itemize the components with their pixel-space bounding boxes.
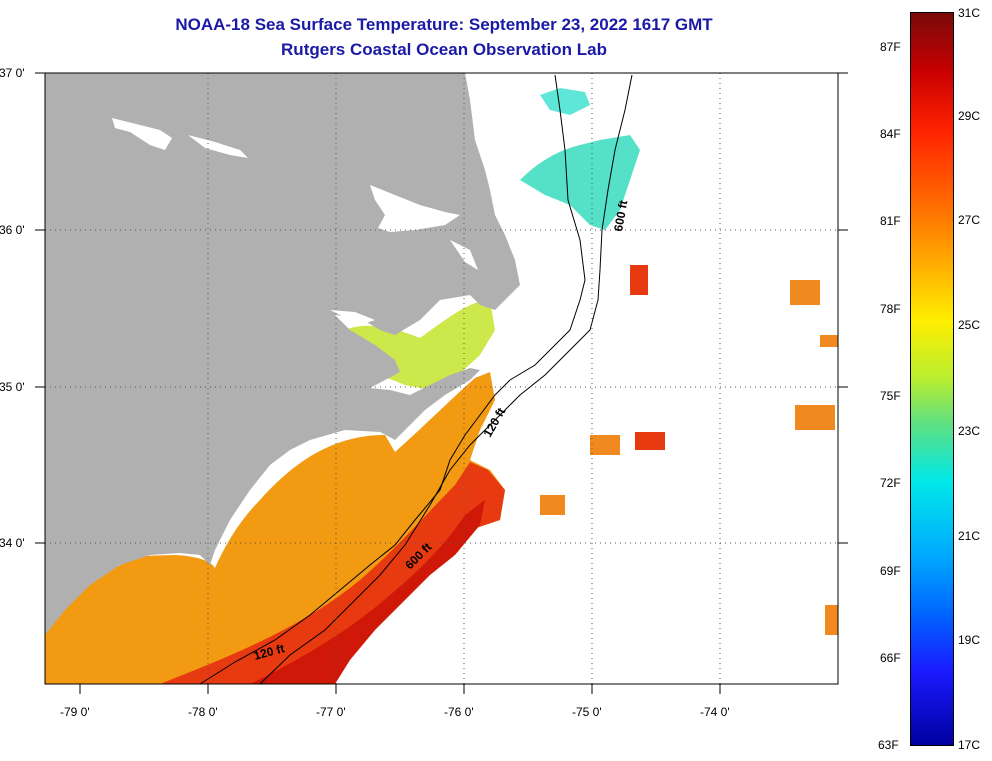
colorbar-label-f: 84F: [880, 127, 901, 141]
temperature-colorbar: [910, 12, 954, 746]
colorbar-label-f: 78F: [880, 302, 901, 316]
offshore-hot-patch: [635, 432, 665, 450]
lon-label-77: -77 0': [316, 705, 346, 719]
colorbar-label-f: 72F: [880, 476, 901, 490]
lon-label-79: -79 0': [60, 705, 90, 719]
colorbar-label-c: 25C: [958, 318, 981, 332]
axis-ticks: [35, 72, 848, 694]
lat-label-37: 37 0': [0, 66, 25, 80]
colorbar-label-c: 17C: [958, 738, 981, 752]
colorbar-label-f: 66F: [880, 651, 901, 665]
colorbar-label-f: 81F: [880, 214, 901, 228]
lon-label-76: -76 0': [444, 705, 474, 719]
colorbar-label-c: 27C: [958, 213, 981, 227]
map-title: NOAA-18 Sea Surface Temperature: Septemb…: [175, 15, 713, 34]
lon-label-74: -74 0': [700, 705, 730, 719]
colorbar-label-c: 31C: [958, 6, 981, 20]
map-subtitle: Rutgers Coastal Ocean Observation Lab: [281, 40, 607, 59]
lat-label-34: 34 0': [0, 536, 25, 550]
sst-cool-patch: [520, 135, 640, 230]
colorbar-label-f: 63F: [878, 738, 899, 752]
lat-label-35: 35 0': [0, 380, 25, 394]
lat-label-36: 36 0': [0, 223, 25, 237]
offshore-hot-patch: [630, 265, 648, 295]
graticule: [45, 73, 838, 684]
lon-label-78: -78 0': [188, 705, 218, 719]
colorbar-label-f: 69F: [880, 564, 901, 578]
colorbar-label-c: 23C: [958, 424, 981, 438]
inland-lakes: [112, 118, 478, 325]
colorbar-label-c: 29C: [958, 109, 981, 123]
offshore-warm-patches: [540, 280, 838, 635]
colorbar-label-f: 87F: [880, 40, 901, 54]
sst-cool-patch-north: [540, 88, 590, 115]
sst-warm-shelf: [45, 372, 505, 684]
bathymetry-contours: [199, 74, 633, 685]
colorbar-label-c: 21C: [958, 529, 981, 543]
colorbar-label-c: 19C: [958, 633, 981, 647]
map-frame: [44, 72, 839, 685]
colorbar-label-f: 75F: [880, 389, 901, 403]
contour-label-600ft-north: 600 ft: [611, 199, 630, 232]
lon-label-75: -75 0': [572, 705, 602, 719]
